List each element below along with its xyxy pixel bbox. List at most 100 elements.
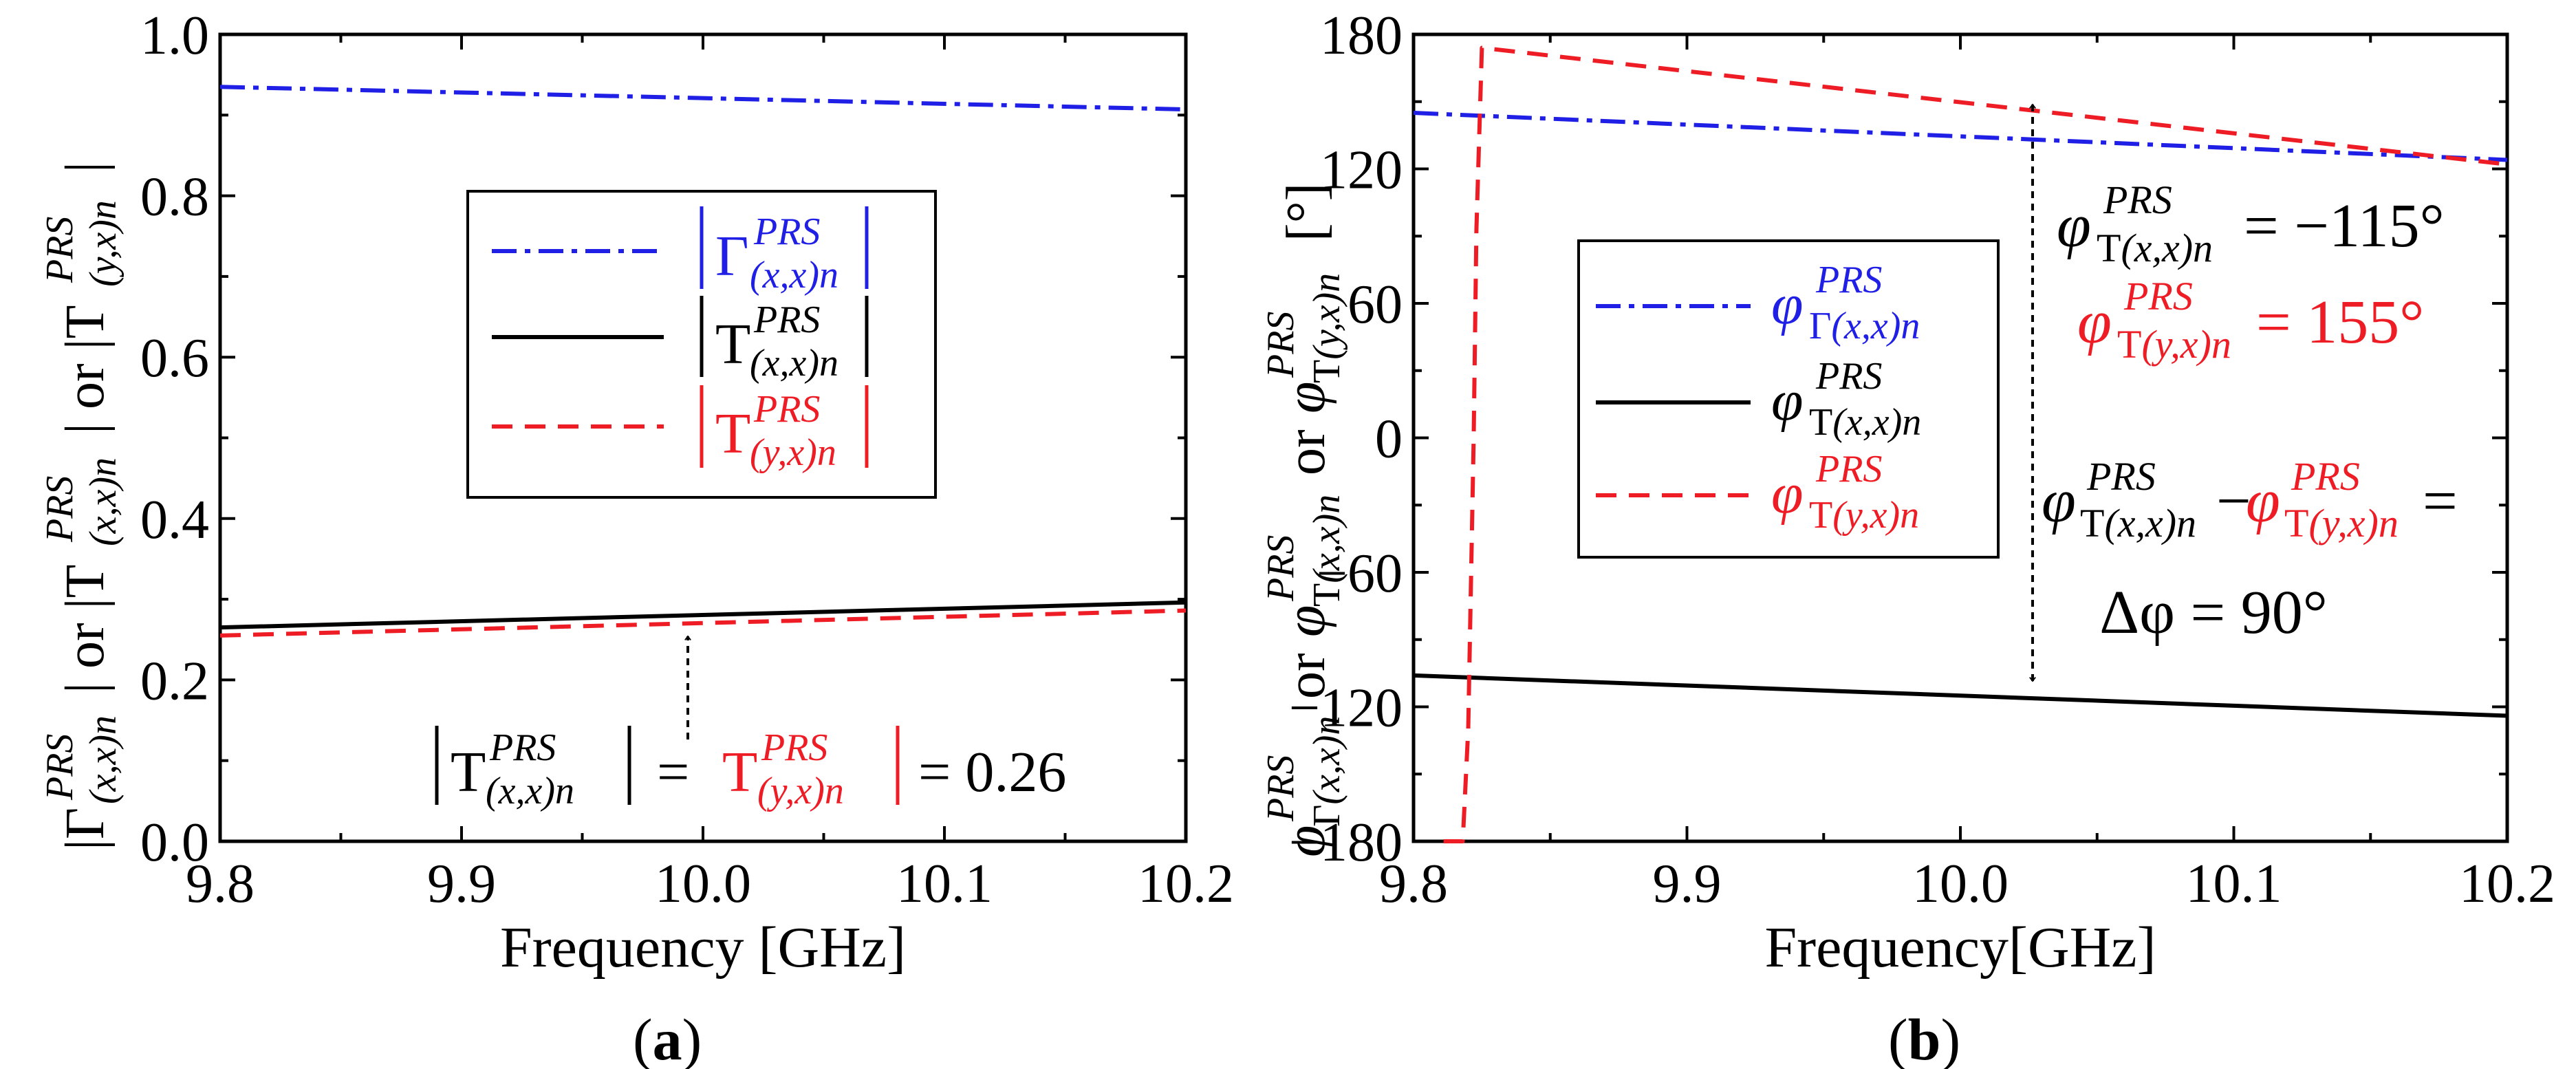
svg-text:(x,x)n: (x,x)n bbox=[750, 342, 838, 385]
panel-b-series-3 bbox=[1443, 45, 2508, 843]
svg-text:T(x,x)n: T(x,x)n bbox=[2080, 501, 2196, 546]
svg-text:T(x,x)n: T(x,x)n bbox=[2097, 226, 2213, 270]
chart-panel-a: 9.8 9.9 10.0 10.1 10.2 0.0 0.2 0.4 0.6 0.8 1.0 Γ P… bbox=[39, 6, 1234, 1069]
svg-text:Γ(x,x)n: Γ(x,x)n bbox=[1809, 305, 1920, 347]
svg-text:PRS: PRS bbox=[1815, 355, 1882, 398]
panel-a-y-tick-label: 0.4 bbox=[140, 490, 209, 550]
svg-text:φ: φ bbox=[2077, 288, 2112, 356]
svg-text:PRS: PRS bbox=[2291, 454, 2360, 499]
svg-text:PRS: PRS bbox=[489, 726, 556, 769]
panel-a-y-tick-label: 0.0 bbox=[140, 812, 209, 873]
svg-text:PRS: PRS bbox=[39, 476, 81, 543]
svg-text:φ: φ bbox=[2057, 192, 2091, 260]
svg-text:PRS: PRS bbox=[753, 388, 820, 431]
svg-text:PRS: PRS bbox=[1259, 535, 1302, 602]
y-axis-title-b: φ PRS Γ(x,x)n or φ PRS T(x,x)n or φ PRS … bbox=[1259, 183, 1348, 857]
svg-text:=: = bbox=[2423, 467, 2458, 535]
svg-text:φ: φ bbox=[1273, 605, 1337, 637]
svg-text:| or |T: | or |T bbox=[55, 564, 116, 693]
svg-text:Γ(x,x)n: Γ(x,x)n bbox=[1306, 716, 1348, 827]
panel-a-x-tick-label: 9.8 bbox=[186, 854, 255, 914]
svg-text:(y,x)n: (y,x)n bbox=[757, 770, 844, 812]
panel-b-x-tick-label: 9.9 bbox=[1653, 854, 1722, 914]
panel-b-series-2 bbox=[1413, 673, 2508, 718]
panel-b-y-tick-label: 120 bbox=[1320, 140, 1403, 201]
svg-text:(y,x)n: (y,x)n bbox=[82, 200, 125, 287]
panel-a-y-tick-label: 1.0 bbox=[140, 6, 209, 66]
panel-a-x-tick-label: 10.2 bbox=[1138, 854, 1234, 914]
y-axis-title-a: |Γ PRS (x,x)n | or |T PRS (x,x)n | or |T… bbox=[39, 162, 125, 850]
panel-b-x-tick-label: 10.1 bbox=[2186, 854, 2282, 914]
svg-text:PRS: PRS bbox=[39, 217, 81, 283]
panel-b-series-1 bbox=[1413, 111, 2508, 162]
svg-text:=: = bbox=[657, 740, 689, 804]
tick-marks-a bbox=[219, 33, 1187, 843]
annotation-value-a: = 0.26 bbox=[918, 740, 1066, 804]
svg-text:T(y,x)n: T(y,x)n bbox=[2117, 322, 2231, 367]
series-group-b bbox=[1413, 45, 2508, 843]
svg-text:T(x,x)n: T(x,x)n bbox=[1306, 495, 1348, 607]
svg-text:(y,x)n: (y,x)n bbox=[750, 431, 836, 474]
annotation-phase-difference: φ PRS T(x,x)n − φ PRS T(y,x)n = Δφ = 90° bbox=[2042, 454, 2458, 647]
x-axis-title-b: Frequency[GHz] bbox=[1764, 916, 2156, 980]
panel-a-series-3 bbox=[219, 608, 1187, 638]
legend-entry-gamma-xx: Γ PRS (x,x)n bbox=[700, 206, 869, 296]
svg-text:φ: φ bbox=[2246, 467, 2280, 535]
series-group-a bbox=[219, 85, 1187, 638]
panel-b-x-tick-label: 10.2 bbox=[2459, 854, 2555, 914]
panel-b-y-tick-label: 60 bbox=[1347, 274, 1403, 335]
chart-panel-b: 9.8 9.9 10.0 10.1 10.2 −180 −120 −60 0 60 120 180 φ… bbox=[1259, 6, 2555, 1069]
svg-text:or: or bbox=[1276, 429, 1336, 475]
svg-text:|Γ: |Γ bbox=[55, 808, 116, 850]
svg-text:PRS: PRS bbox=[753, 299, 820, 341]
legend-entry-t-yx: T PRS (y,x)n bbox=[700, 385, 869, 474]
panel-a-y-tick-label: 0.8 bbox=[140, 167, 209, 228]
svg-text:(x,x)n: (x,x)n bbox=[486, 770, 574, 812]
svg-text:φ: φ bbox=[1273, 825, 1337, 857]
svg-text:Γ: Γ bbox=[715, 224, 749, 288]
svg-text:T(y,x)n: T(y,x)n bbox=[1809, 494, 1919, 537]
svg-text:φ: φ bbox=[1771, 272, 1803, 336]
tick-labels-b: 9.8 9.9 10.0 10.1 10.2 −180 −120 −60 0 60 120 180 bbox=[1289, 6, 2555, 914]
panel-b-y-tick-label: 180 bbox=[1320, 6, 1403, 66]
panel-a-x-tick-label: 9.9 bbox=[427, 854, 496, 914]
tick-labels-a: 9.8 9.9 10.0 10.1 10.2 0.0 0.2 0.4 0.6 0.8 1.0 bbox=[140, 6, 1234, 914]
svg-text:T: T bbox=[722, 740, 757, 804]
svg-text:φ: φ bbox=[1273, 382, 1337, 413]
panel-a-series-2 bbox=[219, 600, 1187, 630]
svg-text:|: | bbox=[55, 162, 116, 173]
svg-text:= −115°: = −115° bbox=[2244, 192, 2445, 260]
svg-text:| or |T: | or |T bbox=[55, 305, 116, 434]
panel-a-series-1 bbox=[219, 85, 1187, 112]
panel-a-y-tick-label: 0.6 bbox=[140, 328, 209, 389]
svg-text:= 155°: = 155° bbox=[2256, 288, 2424, 356]
svg-text:or: or bbox=[1276, 653, 1336, 699]
svg-text:T(y,x)n: T(y,x)n bbox=[2284, 501, 2399, 546]
panel-b-y-tick-label: −180 bbox=[1289, 812, 1403, 873]
panel-b-y-tick-label: −60 bbox=[1317, 543, 1403, 604]
panel-b-x-tick-label: 10.0 bbox=[1912, 854, 2009, 914]
legend-entry-phi-t-yx: φ PRS T(y,x)n bbox=[1771, 448, 1919, 537]
tick-marks-b bbox=[1412, 33, 2509, 843]
panel-a-x-tick-label: 10.1 bbox=[896, 854, 993, 914]
svg-text:φ: φ bbox=[1771, 462, 1803, 526]
svg-text:φ: φ bbox=[2042, 467, 2076, 535]
svg-text:(x,x)n: (x,x)n bbox=[82, 715, 125, 804]
annotation-phase-t-xx: φ PRS T(x,x)n = −115° bbox=[2057, 177, 2445, 270]
legend-box-b bbox=[1577, 239, 2000, 559]
svg-text:−: − bbox=[2216, 467, 2251, 535]
legend-entry-phi-gamma-xx: φ PRS Γ(x,x)n bbox=[1771, 259, 1920, 347]
panel-label-b: (b) bbox=[1888, 1006, 1960, 1069]
svg-text:PRS: PRS bbox=[2123, 274, 2193, 318]
legend-entry-t-xx: T PRS (x,x)n bbox=[700, 296, 869, 385]
svg-text:PRS: PRS bbox=[1815, 448, 1882, 490]
svg-text:φ: φ bbox=[1771, 369, 1803, 433]
svg-text:PRS: PRS bbox=[2086, 454, 2156, 499]
panel-a-x-tick-label: 10.0 bbox=[655, 854, 751, 914]
svg-text:T: T bbox=[715, 402, 750, 466]
svg-text:T: T bbox=[451, 740, 486, 804]
svg-text:T: T bbox=[715, 312, 750, 376]
svg-text:PRS: PRS bbox=[753, 210, 820, 253]
annotation-delta-phi: Δφ = 90° bbox=[2099, 579, 2328, 647]
